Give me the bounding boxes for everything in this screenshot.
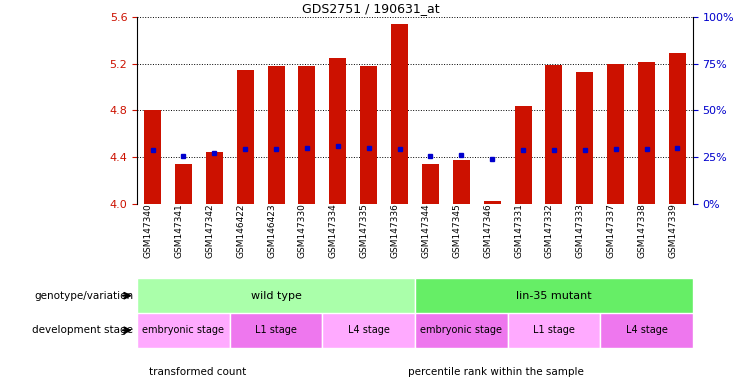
Bar — [329, 58, 346, 204]
Bar — [391, 24, 408, 204]
Text: development stage: development stage — [33, 325, 133, 335]
Bar — [600, 313, 693, 348]
Text: GSM147342: GSM147342 — [205, 204, 214, 258]
Text: GSM147346: GSM147346 — [483, 204, 492, 258]
Text: GSM147345: GSM147345 — [452, 204, 461, 258]
Bar — [514, 106, 531, 204]
Bar — [236, 70, 253, 204]
Text: transformed count: transformed count — [149, 367, 246, 377]
Bar — [360, 66, 377, 204]
Bar — [144, 111, 161, 204]
Text: L1 stage: L1 stage — [533, 325, 575, 335]
Text: embryonic stage: embryonic stage — [420, 325, 502, 335]
Bar — [638, 61, 655, 204]
Bar — [453, 161, 470, 204]
Bar — [484, 201, 501, 204]
Text: GSM147331: GSM147331 — [514, 204, 523, 258]
Text: embryonic stage: embryonic stage — [142, 325, 225, 335]
Text: GSM147334: GSM147334 — [329, 204, 338, 258]
Bar — [508, 313, 600, 348]
Text: GSM147332: GSM147332 — [545, 204, 554, 258]
Text: GSM147340: GSM147340 — [144, 204, 153, 258]
Title: GDS2751 / 190631_at: GDS2751 / 190631_at — [302, 2, 439, 15]
Text: GSM147341: GSM147341 — [174, 204, 184, 258]
Text: L1 stage: L1 stage — [255, 325, 297, 335]
Bar — [322, 313, 415, 348]
Text: lin-35 mutant: lin-35 mutant — [516, 291, 592, 301]
Bar — [415, 278, 693, 313]
Bar — [576, 72, 594, 204]
Text: GSM146423: GSM146423 — [267, 204, 276, 258]
Text: GSM147338: GSM147338 — [637, 204, 646, 258]
Bar — [137, 313, 230, 348]
Text: GSM147344: GSM147344 — [422, 204, 431, 258]
Bar — [545, 65, 562, 204]
Bar — [669, 53, 686, 204]
Bar — [230, 313, 322, 348]
Text: GSM147336: GSM147336 — [391, 204, 399, 258]
Text: GSM147337: GSM147337 — [607, 204, 616, 258]
Text: GSM147335: GSM147335 — [359, 204, 369, 258]
Bar — [607, 64, 624, 204]
Bar — [175, 164, 192, 204]
Text: GSM147333: GSM147333 — [576, 204, 585, 258]
Bar — [299, 66, 316, 204]
Bar — [415, 313, 508, 348]
Text: GSM147330: GSM147330 — [298, 204, 307, 258]
Bar — [137, 278, 415, 313]
Bar — [206, 152, 223, 204]
Text: GSM147339: GSM147339 — [668, 204, 677, 258]
Text: L4 stage: L4 stage — [348, 325, 390, 335]
Text: genotype/variation: genotype/variation — [34, 291, 133, 301]
Bar — [422, 164, 439, 204]
Bar — [268, 66, 285, 204]
Text: percentile rank within the sample: percentile rank within the sample — [408, 367, 584, 377]
Text: GSM146422: GSM146422 — [236, 204, 245, 258]
Text: L4 stage: L4 stage — [625, 325, 668, 335]
Text: wild type: wild type — [250, 291, 302, 301]
